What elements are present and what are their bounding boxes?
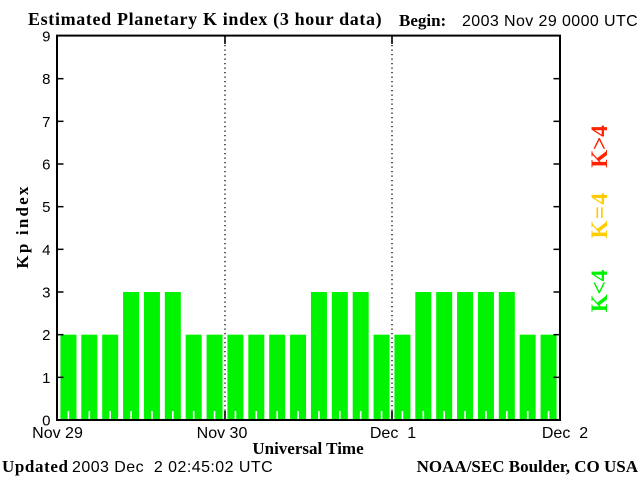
svg-text:0: 0 [42, 413, 50, 430]
svg-text:NOAA/SEC Boulder, CO USA: NOAA/SEC Boulder, CO USA [417, 457, 639, 476]
svg-text:7: 7 [42, 114, 50, 131]
svg-text:5: 5 [42, 199, 50, 216]
svg-text:1: 1 [42, 370, 50, 387]
svg-text:8: 8 [42, 71, 50, 88]
svg-text:K=4: K=4 [587, 192, 612, 239]
svg-text:Nov 29: Nov 29 [32, 425, 83, 442]
svg-text:Dec 1: Dec 1 [370, 425, 416, 442]
svg-text:4: 4 [42, 242, 50, 259]
svg-text:K>4: K>4 [587, 125, 612, 168]
svg-text:6: 6 [42, 157, 50, 174]
svg-text:2003 Dec 2 02:45:02 UTC: 2003 Dec 2 02:45:02 UTC [72, 459, 273, 476]
svg-text:3: 3 [42, 285, 50, 302]
svg-text:Kp index: Kp index [13, 184, 32, 268]
svg-text:Estimated Planetary K index (3: Estimated Planetary K index (3 hour data… [28, 9, 382, 30]
svg-text:Nov 30: Nov 30 [197, 425, 248, 442]
svg-text:K<4: K<4 [587, 269, 612, 312]
svg-text:Dec 2: Dec 2 [542, 425, 588, 442]
svg-text:9: 9 [42, 29, 50, 46]
svg-text:Begin:: Begin: [399, 11, 446, 30]
svg-text:Universal Time: Universal Time [252, 439, 364, 458]
svg-text:Updated: Updated [2, 457, 69, 476]
svg-text:2003 Nov 29 0000 UTC: 2003 Nov 29 0000 UTC [462, 13, 638, 30]
svg-text:2: 2 [42, 327, 50, 344]
